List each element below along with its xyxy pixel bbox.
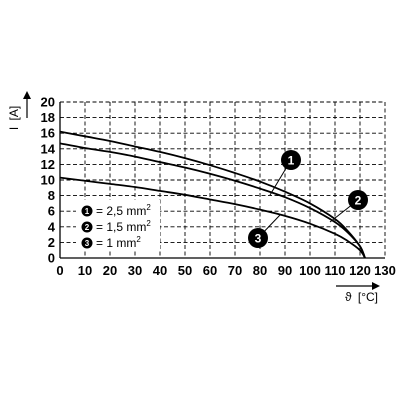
y-tick-label-8: 8 xyxy=(48,188,55,203)
legend-entry-1-prefix: = xyxy=(96,204,106,218)
legend-entry-2: 2 = 1,5 mm2 xyxy=(81,219,151,234)
x-tick-label-50: 50 xyxy=(178,263,192,278)
y-tick-label-16: 16 xyxy=(41,126,55,141)
x-tick-label-90: 90 xyxy=(278,263,292,278)
legend-badge-2-label: 2 xyxy=(85,223,90,232)
y-tick-label-2: 2 xyxy=(48,235,55,250)
x-tick-label-0: 0 xyxy=(56,263,63,278)
callouts: 1 2 3 xyxy=(248,150,368,248)
legend-entry-3: 3 = 1 mm2 xyxy=(81,235,141,250)
y-tick-label-14: 14 xyxy=(41,141,56,156)
svg-text:= 1,5 mm2: = 1,5 mm2 xyxy=(96,219,151,234)
y-tick-label-18: 18 xyxy=(41,110,55,125)
x-tick-label-130: 130 xyxy=(374,263,396,278)
series-line-1 xyxy=(59,130,366,259)
legend-entry-1-label: 2,5 mm xyxy=(106,204,146,218)
x-axis-unit: [°C] xyxy=(358,290,378,304)
series-line-3 xyxy=(59,176,366,259)
legend-badge-2 xyxy=(81,221,93,233)
y-tick-label-10: 10 xyxy=(41,173,55,188)
legend-entry-3-sup: 2 xyxy=(136,235,141,244)
x-tick-label-80: 80 xyxy=(253,263,267,278)
legend-badge-3 xyxy=(81,237,93,249)
x-tick-label-40: 40 xyxy=(153,263,167,278)
legend-entry-2-sup: 2 xyxy=(146,219,151,228)
x-tick-label-60: 60 xyxy=(203,263,217,278)
x-axis-symbol: ϑ xyxy=(345,290,352,304)
callout-3-badge xyxy=(248,228,268,248)
y-tick-label-0: 0 xyxy=(48,251,55,266)
axes xyxy=(59,102,385,259)
svg-text:= 1 mm2: = 1 mm2 xyxy=(96,235,141,250)
x-tick-label-30: 30 xyxy=(128,263,142,278)
callout-2-badge xyxy=(348,190,368,210)
x-axis-title: ϑ [°C] xyxy=(345,290,378,304)
y-tick-label-4: 4 xyxy=(48,219,56,234)
x-tick-label-70: 70 xyxy=(228,263,242,278)
series-line-2 xyxy=(59,142,366,259)
y-tick-label-6: 6 xyxy=(48,204,55,219)
legend-entry-2-prefix: = xyxy=(96,220,106,234)
y-axis-symbol: I xyxy=(7,127,21,130)
y-tick-label-12: 12 xyxy=(41,157,55,172)
curves xyxy=(59,130,366,259)
x-tick-label-120: 120 xyxy=(349,263,371,278)
svg-text:I [A]: I [A] xyxy=(7,106,21,130)
legend-entry-1: 1 = 2,5 mm2 xyxy=(81,203,151,218)
legend-badge-1 xyxy=(81,205,93,217)
legend-entry-2-label: 1,5 mm xyxy=(106,220,146,234)
callout-1-badge xyxy=(281,150,301,170)
y-tick-label-20: 20 xyxy=(41,95,55,110)
callout-2-label: 2 xyxy=(355,194,362,208)
legend-entry-3-prefix: = xyxy=(96,236,106,250)
legend-entry-1-sup: 2 xyxy=(146,203,151,212)
x-tick-label-100: 100 xyxy=(299,263,321,278)
x-tick-label-110: 110 xyxy=(325,263,346,278)
x-tick-label-20: 20 xyxy=(103,263,117,278)
callout-3-label: 3 xyxy=(255,232,262,246)
legend-badge-1-label: 1 xyxy=(85,207,90,216)
x-tick-label-10: 10 xyxy=(78,263,92,278)
y-axis-title: I [A] xyxy=(7,106,21,130)
legend-entry-3-label: 1 mm xyxy=(106,236,136,250)
legend-badge-3-label: 3 xyxy=(85,239,90,248)
legend: 1 = 2,5 mm2 2 = 1,5 mm2 3 = 1 mm2 xyxy=(76,200,160,250)
callout-1-label: 1 xyxy=(288,154,295,168)
svg-text:= 2,5 mm2: = 2,5 mm2 xyxy=(96,203,151,218)
y-axis-unit: [A] xyxy=(7,106,21,121)
tick-labels: 0 10 20 30 40 50 60 70 80 90 100 110 120 130024681012… xyxy=(41,95,396,279)
